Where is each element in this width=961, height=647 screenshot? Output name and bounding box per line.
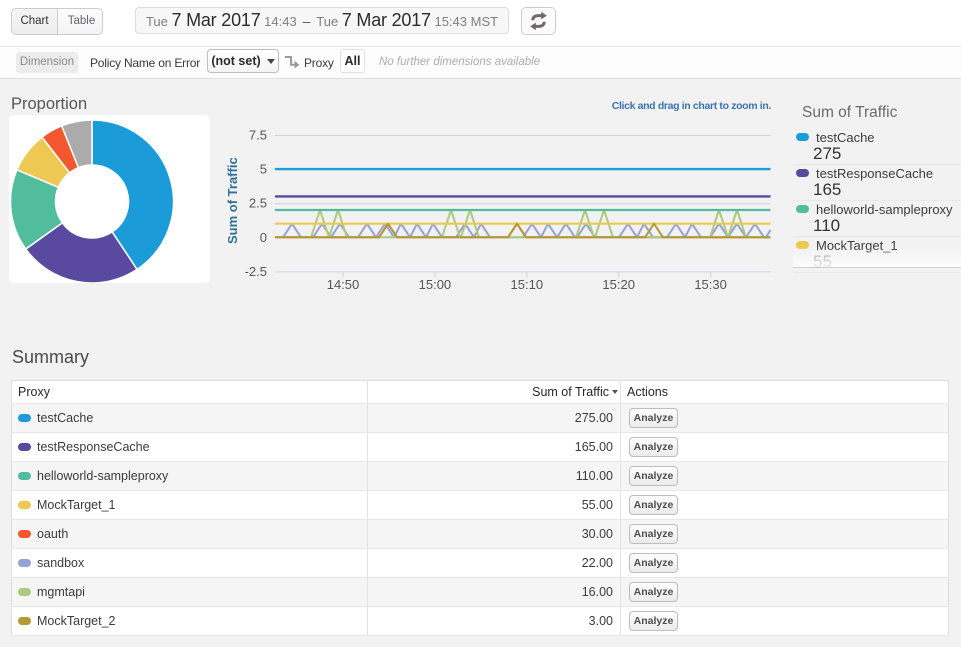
svg-text:15:20: 15:20 (602, 277, 635, 292)
svg-text:15:10: 15:10 (511, 277, 544, 292)
svg-text:-2.5: -2.5 (245, 264, 267, 279)
svg-text:15:00: 15:00 (419, 277, 452, 292)
svg-text:0: 0 (260, 230, 267, 245)
svg-text:14:50: 14:50 (327, 277, 360, 292)
svg-text:7.5: 7.5 (249, 128, 267, 143)
svg-text:5: 5 (260, 162, 267, 177)
svg-text:15:30: 15:30 (694, 277, 727, 292)
svg-text:2.5: 2.5 (249, 196, 267, 211)
